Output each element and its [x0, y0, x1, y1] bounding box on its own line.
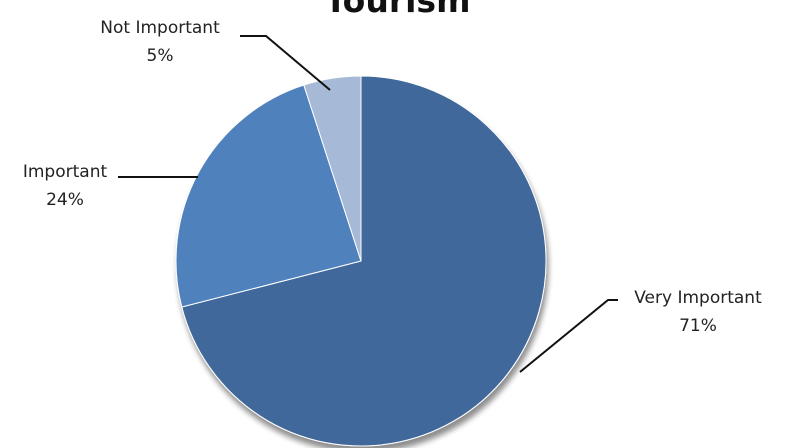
chart-title: Tourism [324, 0, 471, 20]
data-label-value-important: 24% [46, 190, 84, 210]
leader-line-not-important [240, 35, 331, 91]
leader-line-very-important [519, 299, 618, 373]
pie-slice-not-important [303, 75, 362, 262]
pie-slices [175, 75, 547, 447]
data-label-name-very-important: Very Important [634, 288, 762, 308]
pie-slice-important [175, 84, 362, 308]
data-label-value-very-important: 71% [679, 316, 717, 336]
data-label-name-important: Important [23, 162, 108, 182]
data-label-name-not-important: Not Important [100, 18, 220, 38]
pie-slice-very-important [181, 75, 547, 447]
data-labels: Very Important 71% Important 24% Not Importa… [23, 18, 762, 336]
leader-lines [118, 35, 618, 373]
data-label-value-not-important: 5% [147, 46, 174, 66]
